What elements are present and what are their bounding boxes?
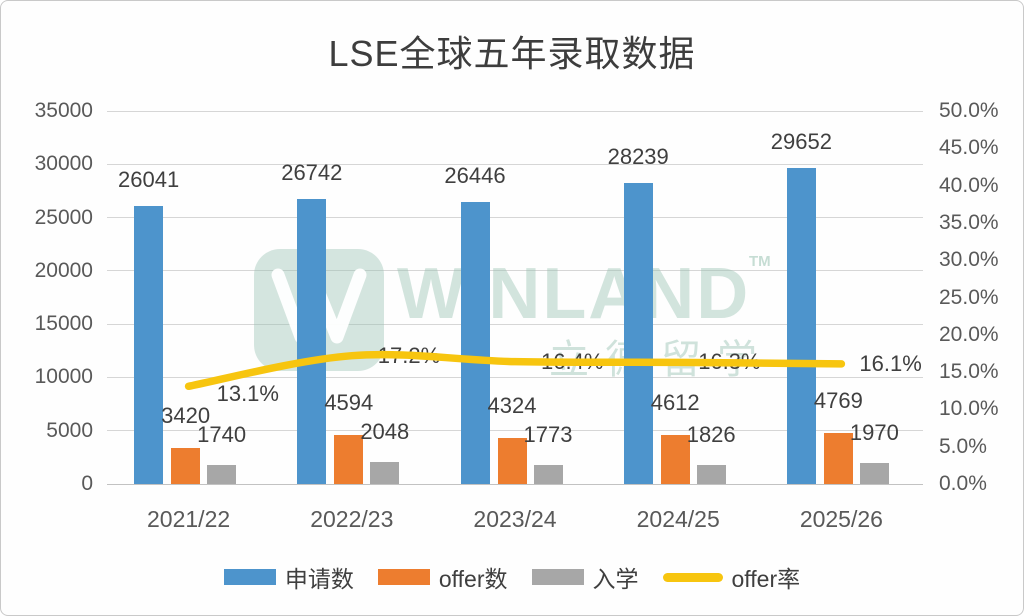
right-axis-tick: 50.0%	[939, 99, 999, 122]
value-label-applications-0: 26041	[118, 167, 180, 193]
category-label: 2025/26	[799, 506, 883, 532]
right-axis-tick: 35.0%	[939, 210, 999, 234]
bar-offers-4	[823, 433, 853, 484]
category-label: 2022/23	[310, 506, 394, 532]
value-label-enrolled-1: 2048	[360, 419, 410, 445]
right-axis-tick: 25.0%	[939, 285, 999, 309]
bar-applications-4	[786, 167, 816, 484]
legend-label-applications: 申请数	[284, 566, 354, 592]
category-label: 2021/22	[147, 506, 231, 532]
gridline	[107, 217, 923, 219]
bar-enrolled-3	[696, 464, 726, 484]
watermark-tm-mark: TM	[749, 253, 771, 270]
bar-offers-1	[334, 435, 364, 484]
rate-label-4: 16.1%	[859, 350, 922, 376]
bar-offers-2	[497, 437, 527, 484]
value-label-offers-1: 4594	[324, 390, 374, 416]
category-label: 2024/25	[636, 506, 720, 532]
value-label-offers-2: 4324	[487, 392, 537, 418]
chart-title: LSE全球五年录取数据	[328, 33, 696, 74]
bar-applications-3	[623, 183, 653, 484]
watermark-brand: WiNLAND	[397, 254, 751, 334]
legend-item-applications: 申请数	[223, 560, 354, 594]
bar-enrolled-2	[533, 465, 563, 484]
right-axis-tick: 30.0%	[939, 248, 999, 272]
gridline	[107, 163, 923, 165]
gridline	[107, 323, 923, 325]
bar-enrolled-0	[207, 465, 237, 484]
legend-swatch-enrolled	[531, 569, 584, 585]
legend-label-enrolled: 入学	[592, 566, 639, 592]
legend-item-offers: offer数	[377, 560, 508, 594]
legend-item-offer-rate: offer率	[662, 560, 801, 594]
gridline	[107, 483, 923, 485]
bar-applications-2	[460, 202, 490, 484]
left-axis-tick: 10000	[34, 365, 93, 389]
right-axis-tick: 10.0%	[939, 397, 999, 421]
left-axis-tick: 30000	[34, 152, 93, 176]
gridline	[107, 430, 923, 432]
value-label-offers-4: 4769	[813, 388, 863, 414]
left-axis-tick: 15000	[34, 312, 93, 336]
bar-applications-1	[297, 199, 327, 484]
bar-enrolled-4	[859, 463, 889, 484]
value-label-applications-4: 29652	[770, 128, 832, 154]
value-label-enrolled-3: 1826	[686, 421, 736, 447]
right-axis-tick: 0.0%	[939, 472, 987, 495]
bar-applications-0	[134, 206, 164, 484]
bar-offers-3	[660, 434, 690, 484]
value-label-enrolled-2: 1773	[523, 422, 573, 448]
legend-label-offer-rate: offer率	[731, 566, 801, 592]
left-axis-tick: 20000	[34, 258, 93, 282]
bar-enrolled-1	[370, 462, 400, 484]
legend-swatch-offers	[377, 569, 430, 585]
legend-swatch-applications	[223, 569, 276, 585]
category-label: 2023/24	[473, 506, 557, 532]
left-axis-tick: 5000	[46, 418, 93, 442]
value-label-enrolled-4: 1970	[849, 420, 899, 445]
value-label-applications-1: 26742	[281, 160, 343, 185]
right-axis-tick: 40.0%	[939, 173, 999, 197]
left-axis-tick: 35000	[34, 99, 93, 122]
legend: 申请数 offer数 入学 offer率	[1, 558, 1023, 596]
right-axis-tick: 20.0%	[939, 322, 999, 346]
legend-label-offers: offer数	[438, 566, 508, 592]
gridline	[107, 270, 923, 272]
value-label-offers-0: 3420	[161, 402, 211, 428]
left-axis-tick: 0	[81, 472, 93, 495]
right-axis-tick: 5.0%	[939, 434, 987, 458]
legend-swatch-offer-rate	[662, 572, 723, 582]
right-axis-tick: 45.0%	[939, 136, 999, 160]
rate-label-2: 16.4%	[541, 348, 604, 374]
rate-label-1: 17.2%	[377, 342, 441, 368]
bar-offers-0	[171, 447, 201, 484]
gridline	[107, 110, 923, 112]
value-label-applications-3: 28239	[607, 144, 669, 170]
rate-label-0: 13.1%	[216, 381, 279, 407]
value-label-applications-2: 26446	[444, 163, 506, 189]
right-axis-tick: 15.0%	[939, 360, 999, 384]
value-label-enrolled-0: 1740	[197, 422, 247, 448]
left-axis-tick: 25000	[34, 205, 93, 229]
rate-label-3: 16.3%	[698, 349, 761, 375]
value-label-offers-3: 4612	[650, 389, 700, 415]
legend-item-enrolled: 入学	[531, 560, 639, 594]
